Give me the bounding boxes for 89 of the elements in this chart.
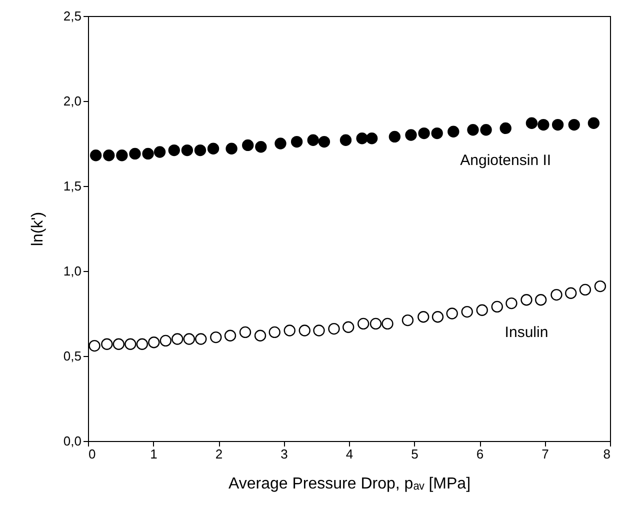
point bbox=[284, 324, 296, 336]
point bbox=[476, 304, 488, 316]
point bbox=[431, 127, 443, 140]
y-tick-label: 0,0 bbox=[63, 434, 82, 448]
y-tick-label: 1,5 bbox=[63, 178, 82, 194]
point bbox=[366, 132, 378, 144]
point bbox=[461, 306, 473, 318]
point bbox=[298, 324, 310, 336]
series-label: Insulin bbox=[504, 324, 548, 341]
y-tick-label: 2,5 bbox=[63, 8, 82, 24]
point bbox=[318, 136, 330, 148]
point bbox=[552, 118, 564, 131]
point bbox=[534, 294, 547, 306]
x-tick-label: 3 bbox=[280, 446, 288, 462]
point bbox=[500, 122, 512, 134]
point bbox=[268, 326, 280, 338]
point bbox=[418, 311, 430, 323]
x-tick-label: 7 bbox=[542, 446, 549, 462]
point bbox=[90, 150, 102, 162]
point bbox=[194, 144, 206, 156]
point bbox=[160, 334, 172, 347]
point bbox=[210, 331, 222, 344]
point bbox=[129, 148, 141, 160]
point bbox=[520, 294, 532, 306]
series-label: Angiotensin II bbox=[460, 152, 552, 170]
x-tick-label: 8 bbox=[603, 446, 610, 462]
point bbox=[506, 297, 518, 310]
y-axis-title: ln(k') bbox=[29, 212, 46, 246]
x-tick-label: 6 bbox=[476, 446, 484, 462]
point bbox=[588, 117, 600, 129]
point bbox=[124, 338, 136, 350]
point bbox=[370, 318, 382, 330]
point bbox=[255, 141, 267, 153]
point bbox=[195, 333, 207, 345]
point bbox=[480, 124, 492, 136]
point bbox=[382, 318, 394, 330]
x-tick-label: 2 bbox=[215, 446, 223, 462]
point bbox=[226, 142, 238, 154]
point bbox=[342, 321, 354, 333]
point bbox=[358, 318, 370, 330]
point bbox=[526, 117, 538, 129]
point bbox=[224, 330, 236, 342]
point bbox=[88, 340, 100, 352]
point bbox=[112, 338, 125, 350]
point bbox=[405, 129, 417, 141]
point bbox=[356, 132, 368, 144]
point bbox=[340, 134, 352, 146]
point bbox=[142, 148, 154, 160]
point bbox=[290, 136, 303, 148]
point bbox=[307, 134, 319, 146]
point bbox=[402, 314, 414, 326]
point bbox=[181, 144, 194, 156]
point bbox=[239, 326, 252, 338]
point bbox=[568, 118, 580, 131]
x-axis-title: Average Pressure Drop, pₐᵥ [MPa] bbox=[228, 476, 471, 492]
point bbox=[448, 126, 460, 138]
point bbox=[148, 336, 160, 348]
point bbox=[328, 322, 340, 335]
point bbox=[432, 311, 444, 323]
y-tick-label: 0,5 bbox=[63, 348, 82, 364]
point bbox=[172, 333, 184, 345]
point bbox=[116, 150, 128, 162]
point bbox=[550, 288, 562, 301]
point bbox=[313, 324, 325, 336]
point bbox=[538, 118, 550, 131]
point bbox=[565, 287, 577, 299]
point bbox=[388, 130, 401, 143]
point bbox=[183, 333, 195, 345]
point bbox=[168, 144, 180, 156]
point bbox=[136, 338, 148, 350]
point bbox=[103, 150, 115, 162]
x-tick-label: 5 bbox=[411, 446, 418, 462]
x-tick-label: 1 bbox=[150, 446, 158, 462]
point bbox=[101, 338, 113, 350]
point bbox=[491, 300, 503, 313]
point bbox=[467, 124, 479, 136]
point bbox=[154, 146, 166, 158]
x-tick-label: 0 bbox=[88, 446, 96, 462]
y-tick-label: 1,0 bbox=[63, 264, 82, 278]
point bbox=[207, 142, 220, 154]
x-tick-label: 4 bbox=[346, 446, 354, 462]
point bbox=[594, 280, 606, 292]
point bbox=[254, 330, 266, 342]
point bbox=[579, 284, 592, 296]
point bbox=[446, 308, 458, 320]
point bbox=[242, 139, 254, 152]
point bbox=[274, 138, 286, 150]
point bbox=[418, 127, 430, 140]
y-tick-label: 2,0 bbox=[63, 94, 82, 108]
